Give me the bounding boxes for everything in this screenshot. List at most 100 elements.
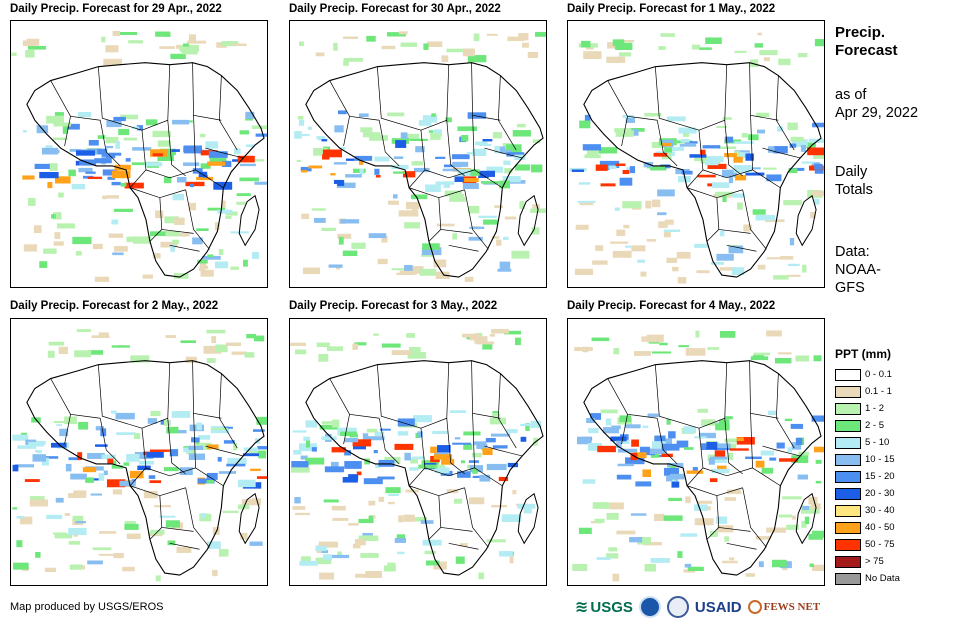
precip-patch	[207, 207, 226, 211]
precip-patch	[411, 194, 428, 200]
precip-patch	[321, 436, 337, 440]
precip-patch	[481, 181, 500, 184]
country-border	[129, 485, 186, 497]
precip-patch	[216, 42, 227, 48]
precip-patch	[697, 408, 709, 413]
precip-patch	[496, 239, 502, 246]
precip-patch	[207, 254, 214, 258]
legend-swatch	[835, 419, 861, 432]
legend-swatch	[835, 368, 861, 381]
legend-label: 1 - 2	[865, 403, 885, 414]
precip-patch	[364, 458, 370, 465]
country-border	[621, 414, 628, 445]
precip-patch	[75, 150, 96, 156]
usgs-logo-text: USGS	[590, 598, 633, 616]
precip-patch	[737, 202, 743, 210]
precip-patch	[492, 411, 499, 414]
precip-patch	[237, 155, 255, 163]
precip-patch	[64, 416, 77, 425]
country-border	[654, 66, 700, 131]
precip-patch	[197, 259, 208, 264]
precip-patch	[457, 126, 477, 132]
precip-patch	[457, 471, 471, 478]
precip-patch	[413, 167, 430, 173]
precip-patch	[772, 559, 787, 568]
legend-label: 50 - 75	[865, 539, 895, 550]
precip-patch	[222, 510, 239, 514]
precip-patch	[239, 130, 250, 135]
precip-patch	[251, 251, 260, 259]
precip-patch	[305, 457, 325, 465]
precip-patch	[12, 507, 18, 510]
precip-patch	[472, 475, 485, 479]
precip-patch	[321, 421, 337, 425]
precip-patch	[778, 352, 792, 355]
precip-patch	[177, 429, 187, 434]
precip-patch	[56, 424, 62, 427]
precip-patch	[588, 428, 599, 434]
precip-patch	[159, 46, 175, 49]
precip-patch	[111, 410, 117, 414]
precip-patch	[469, 226, 485, 230]
precip-patch	[301, 213, 310, 220]
precip-patch	[468, 205, 480, 214]
country-border	[185, 189, 210, 250]
precip-patch	[366, 428, 378, 433]
precip-patch	[368, 233, 387, 239]
legend-row: 50 - 75	[835, 537, 965, 552]
precip-patch	[680, 138, 690, 143]
precip-patch	[664, 147, 672, 153]
precip-patch	[608, 547, 618, 552]
precip-patch	[164, 467, 179, 472]
precip-patch	[14, 464, 35, 468]
forecast-heading: Precip. Forecast	[835, 24, 960, 60]
precip-patch	[436, 223, 455, 227]
precip-patch	[106, 120, 122, 128]
precip-patch	[600, 409, 618, 414]
precip-patch	[377, 476, 395, 480]
precip-patch	[215, 344, 228, 353]
precip-patch	[578, 527, 592, 534]
precip-patch	[308, 165, 323, 169]
precip-patch	[797, 474, 809, 480]
precip-patch	[720, 331, 736, 338]
precip-patch	[741, 132, 748, 138]
precip-patch	[87, 560, 103, 565]
precip-patch	[399, 270, 417, 275]
precip-patch	[387, 32, 406, 37]
precip-patch	[422, 115, 438, 123]
precip-patch	[387, 112, 405, 117]
precip-patch	[732, 193, 746, 198]
precip-patch	[814, 170, 824, 174]
precip-patch	[311, 208, 326, 211]
precip-patch	[696, 270, 710, 274]
precip-patch	[192, 237, 203, 245]
precip-patch	[728, 443, 737, 449]
precip-patch	[787, 447, 793, 453]
precip-patch	[668, 497, 682, 502]
precip-patch	[766, 257, 787, 260]
precip-patch	[697, 500, 713, 504]
precip-patch	[479, 474, 491, 482]
precip-patch	[724, 438, 744, 443]
country-border	[192, 62, 222, 121]
country-border	[686, 428, 704, 486]
precip-patch	[333, 162, 347, 165]
precip-patch	[112, 489, 123, 495]
precip-patch	[171, 411, 191, 418]
precip-patch	[584, 114, 591, 123]
precip-patch	[354, 155, 373, 161]
country-border	[408, 485, 465, 497]
precip-patch	[433, 259, 447, 268]
precip-patch	[343, 59, 349, 66]
precip-patch	[482, 343, 493, 350]
precip-patch	[159, 515, 176, 518]
precip-patch	[659, 342, 668, 346]
precip-patch	[412, 456, 425, 460]
precip-patch	[451, 154, 470, 160]
precip-patch	[94, 158, 112, 164]
map-panel-6	[567, 318, 825, 586]
precip-patch	[427, 41, 443, 48]
precip-patch	[468, 497, 485, 505]
heading-line-2: Forecast	[835, 42, 898, 59]
